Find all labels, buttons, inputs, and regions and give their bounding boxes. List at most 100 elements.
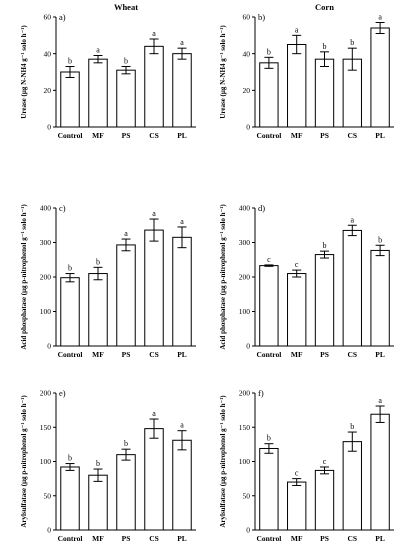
significance-letter: a bbox=[152, 409, 156, 418]
panel-label: c) bbox=[59, 203, 66, 213]
y-axis-label: Arylsulfatase (μg p-nitrophenol g⁻¹ solo… bbox=[219, 395, 227, 528]
panel-label: f) bbox=[258, 388, 264, 398]
x-tick-label: Control bbox=[256, 131, 281, 140]
y-tick-label: 200 bbox=[40, 273, 52, 282]
x-tick-label: PL bbox=[375, 534, 385, 543]
y-tick-label: 0 bbox=[47, 526, 51, 535]
bar-pl bbox=[172, 439, 192, 531]
y-tick-label: 150 bbox=[239, 423, 251, 432]
y-tick-label: 0 bbox=[246, 123, 250, 132]
y-tick-label: 50 bbox=[243, 491, 251, 500]
panel-title: Wheat bbox=[114, 2, 138, 12]
bar-control bbox=[60, 277, 80, 347]
bar-mf bbox=[287, 44, 307, 128]
x-tick-label: CS bbox=[149, 534, 159, 543]
x-tick-label: PL bbox=[177, 131, 187, 140]
panel-label: e) bbox=[59, 388, 66, 398]
x-tick-label: MF bbox=[92, 131, 104, 140]
significance-letter: a bbox=[180, 38, 184, 47]
bar-control bbox=[259, 265, 279, 347]
significance-letter: b bbox=[68, 454, 72, 463]
y-axis-label: Urease (μg N-NH4 g⁻¹ solo h⁻¹) bbox=[20, 25, 28, 119]
y-axis-label: Arylsulfatase (μg p-nitrophenol g⁻¹ solo… bbox=[20, 395, 28, 528]
significance-letter: c bbox=[323, 457, 327, 466]
panel-label: a) bbox=[59, 12, 66, 22]
chart-panel-5: 0 50 100 150 200 Arylsulfatase (μg p-nitrophe… bbox=[20, 388, 196, 543]
y-tick-label: 200 bbox=[239, 273, 251, 282]
y-tick-label: 40 bbox=[44, 49, 52, 58]
significance-letter: b bbox=[267, 47, 271, 56]
bar-cs bbox=[144, 229, 164, 347]
y-tick-label: 400 bbox=[239, 204, 251, 213]
y-tick-label: 50 bbox=[44, 491, 52, 500]
y-tick-label: 20 bbox=[44, 86, 52, 95]
y-tick-label: 200 bbox=[40, 389, 52, 398]
x-tick-label: MF bbox=[291, 350, 303, 359]
x-tick-label: PL bbox=[177, 350, 187, 359]
x-tick-label: PL bbox=[375, 131, 385, 140]
significance-letter: a bbox=[378, 13, 382, 22]
x-tick-label: CS bbox=[149, 350, 159, 359]
y-tick-label: 300 bbox=[239, 238, 251, 247]
y-tick-label: 400 bbox=[40, 204, 52, 213]
panel-label: d) bbox=[258, 203, 265, 213]
x-tick-label: MF bbox=[92, 534, 104, 543]
significance-letter: a bbox=[295, 25, 299, 34]
x-tick-label: Control bbox=[58, 131, 83, 140]
significance-letter: a bbox=[96, 46, 100, 55]
panel-title: Corn bbox=[315, 2, 334, 12]
bar-mf bbox=[287, 273, 307, 347]
x-tick-label: PS bbox=[122, 534, 131, 543]
significance-letter: b bbox=[68, 264, 72, 273]
significance-letter: c bbox=[267, 255, 271, 264]
significance-letter: a bbox=[351, 215, 355, 224]
y-tick-label: 200 bbox=[239, 389, 251, 398]
x-tick-label: PS bbox=[122, 131, 131, 140]
bar-control bbox=[60, 466, 80, 531]
significance-letter: a bbox=[152, 29, 156, 38]
significance-letter: a bbox=[124, 229, 128, 238]
bar-pl bbox=[172, 236, 192, 347]
y-tick-label: 100 bbox=[40, 307, 52, 316]
x-tick-label: Control bbox=[58, 534, 83, 543]
bar-ps bbox=[116, 244, 136, 347]
significance-letter: b bbox=[96, 257, 100, 266]
y-tick-label: 150 bbox=[40, 423, 52, 432]
y-axis-label: Urease (μg N-NH4 g⁻¹ solo h⁻¹) bbox=[219, 25, 227, 119]
y-tick-label: 300 bbox=[40, 238, 52, 247]
bar-ps bbox=[314, 469, 335, 531]
bar-mf bbox=[287, 481, 307, 531]
bar-control bbox=[259, 447, 279, 531]
chart-panel-3: 0 100 200 300 400 Acid phosphatase (μg p-nitr… bbox=[20, 203, 196, 359]
x-tick-label: PS bbox=[320, 131, 329, 140]
x-tick-label: CS bbox=[348, 350, 358, 359]
bar-pl bbox=[370, 27, 390, 128]
bar-cs bbox=[144, 45, 164, 128]
y-axis-label: Acid phosphatase (μg p-nitrophenol g⁻¹ s… bbox=[20, 204, 28, 350]
y-tick-label: 0 bbox=[47, 342, 51, 351]
significance-letter: a bbox=[378, 396, 382, 405]
significance-letter: c bbox=[295, 260, 299, 269]
significance-letter: b bbox=[124, 57, 128, 66]
y-tick-label: 60 bbox=[44, 13, 52, 22]
x-tick-label: MF bbox=[92, 350, 104, 359]
chart-panel-1: 0 20 40 60 Urease (μg N-NH4 g⁻¹ solo h⁻¹) a) W… bbox=[20, 2, 196, 140]
significance-letter: b bbox=[323, 241, 327, 250]
bar-pl bbox=[172, 53, 192, 128]
y-tick-label: 100 bbox=[239, 307, 251, 316]
significance-letter: b bbox=[350, 422, 354, 431]
y-tick-label: 100 bbox=[40, 457, 52, 466]
bar-cs bbox=[342, 441, 362, 531]
y-tick-label: 0 bbox=[47, 123, 51, 132]
x-tick-label: CS bbox=[348, 131, 358, 140]
significance-letter: b bbox=[350, 38, 354, 47]
bar-mf bbox=[88, 273, 108, 347]
bar-mf bbox=[88, 58, 108, 128]
significance-letter: a bbox=[180, 217, 184, 226]
bar-pl bbox=[370, 249, 390, 347]
bar-pl bbox=[370, 413, 390, 531]
x-tick-label: PS bbox=[320, 350, 329, 359]
significance-letter: b bbox=[323, 42, 327, 51]
y-tick-label: 20 bbox=[243, 86, 251, 95]
bar-ps bbox=[116, 69, 136, 128]
